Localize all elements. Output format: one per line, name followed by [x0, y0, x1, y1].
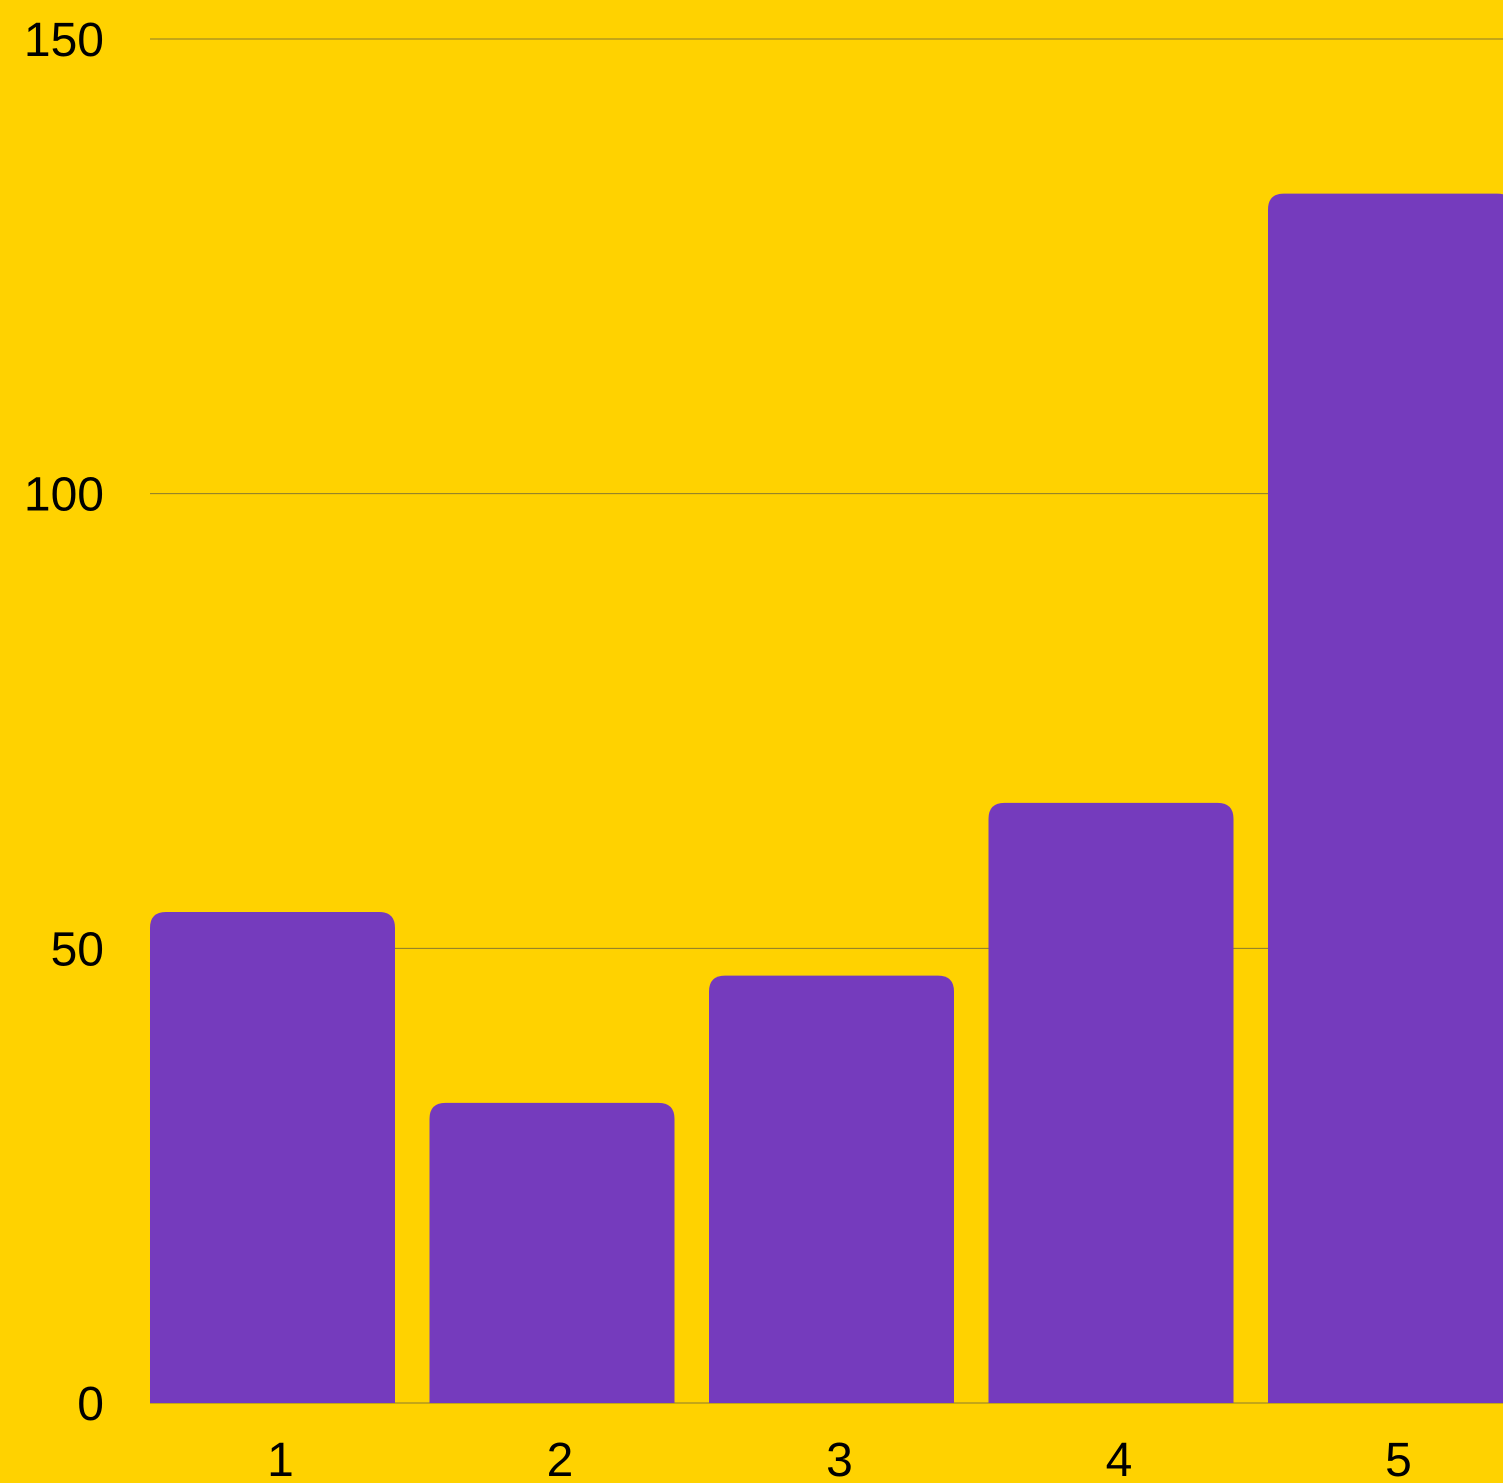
bar-1 — [150, 911, 395, 1403]
x-axis-ticks: 1 2 3 4 5 — [267, 1434, 1412, 1483]
y-tick-label: 0 — [77, 1378, 104, 1431]
y-tick-label: 50 — [51, 923, 104, 976]
x-tick-label: 5 — [1385, 1434, 1412, 1483]
bar-4 — [988, 802, 1234, 1403]
y-tick-label: 100 — [24, 469, 104, 522]
x-tick-label: 1 — [267, 1434, 294, 1483]
bar-5 — [1268, 193, 1503, 1403]
x-tick-label: 3 — [826, 1434, 853, 1483]
y-tick-label: 150 — [24, 14, 104, 67]
bars — [150, 193, 1503, 1403]
x-tick-label: 4 — [1106, 1434, 1133, 1483]
bar-3 — [709, 975, 954, 1403]
x-tick-label: 2 — [547, 1434, 574, 1483]
bar-2 — [429, 1102, 675, 1403]
y-axis-ticks: 0 50 100 150 — [24, 14, 104, 1431]
